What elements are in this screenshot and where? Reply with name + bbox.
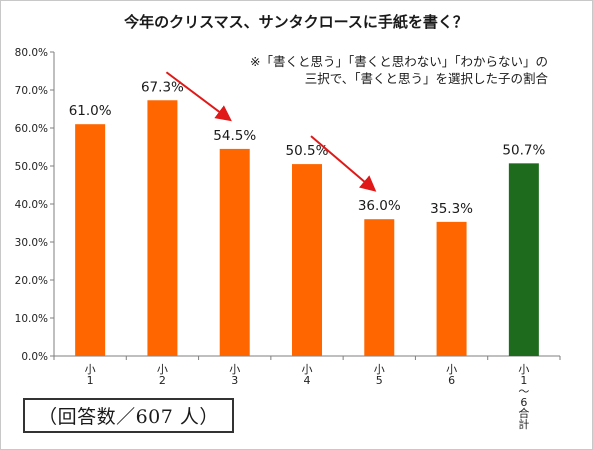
x-category-label: 小 — [302, 363, 313, 376]
y-tick-label: 70.0% — [15, 85, 48, 97]
x-category-label: 2 — [159, 374, 166, 387]
x-category-label: 3 — [231, 374, 238, 387]
y-tick-label: 20.0% — [15, 275, 48, 287]
x-category-label: 1 — [87, 374, 94, 387]
x-category-label: 合 — [518, 406, 529, 420]
x-category-label: 1 — [520, 374, 527, 387]
x-category-label: 6 — [448, 374, 455, 387]
bar-value-label: 36.0% — [358, 198, 401, 214]
x-category-label: 小 — [229, 363, 240, 376]
x-category-label: 〜 — [518, 385, 529, 398]
bar — [292, 164, 322, 356]
x-category-label: 4 — [304, 374, 311, 387]
chart-note-line: 三択で、「書くと思う」を選択した子の割合 — [305, 71, 549, 86]
bar-value-label: 54.5% — [213, 128, 256, 144]
bar-value-label: 50.5% — [286, 143, 329, 159]
x-category-label: 小 — [157, 363, 168, 376]
bar — [219, 148, 250, 356]
y-tick-label: 10.0% — [15, 313, 48, 325]
chart-note-line: ※「書くと思う」「書くと思わない」「わからない」の — [250, 54, 548, 69]
x-category-label: 小 — [518, 363, 529, 376]
y-tick-label: 50.0% — [15, 161, 48, 173]
y-tick-label: 0.0% — [21, 351, 48, 363]
x-category-label: 小 — [374, 363, 385, 376]
bar — [436, 221, 467, 356]
y-tick-label: 40.0% — [15, 199, 48, 211]
trend-arrow — [165, 71, 232, 122]
y-tick-label: 80.0% — [15, 47, 48, 59]
x-category-label: 小 — [446, 363, 457, 376]
x-category-label: 5 — [376, 374, 383, 387]
trend-arrow — [310, 135, 377, 192]
y-tick-label: 60.0% — [15, 123, 48, 135]
bar-value-label: 67.3% — [141, 79, 184, 95]
respondents-count-box: （回答数／607 人） — [23, 398, 234, 433]
bar — [147, 100, 178, 356]
chart-title: 今年のクリスマス、サンタクロースに手紙を書く？ — [123, 13, 468, 31]
x-category-label: 計 — [518, 417, 529, 431]
bar — [508, 163, 539, 356]
y-tick-label: 30.0% — [15, 237, 48, 249]
x-category-label: 6 — [520, 396, 527, 409]
bar — [364, 219, 395, 356]
bar-value-label: 61.0% — [69, 103, 112, 119]
bar — [75, 124, 106, 356]
bar-value-label: 35.3% — [430, 201, 473, 217]
bar-value-label: 50.7% — [502, 142, 545, 158]
x-category-label: 小 — [85, 363, 96, 376]
